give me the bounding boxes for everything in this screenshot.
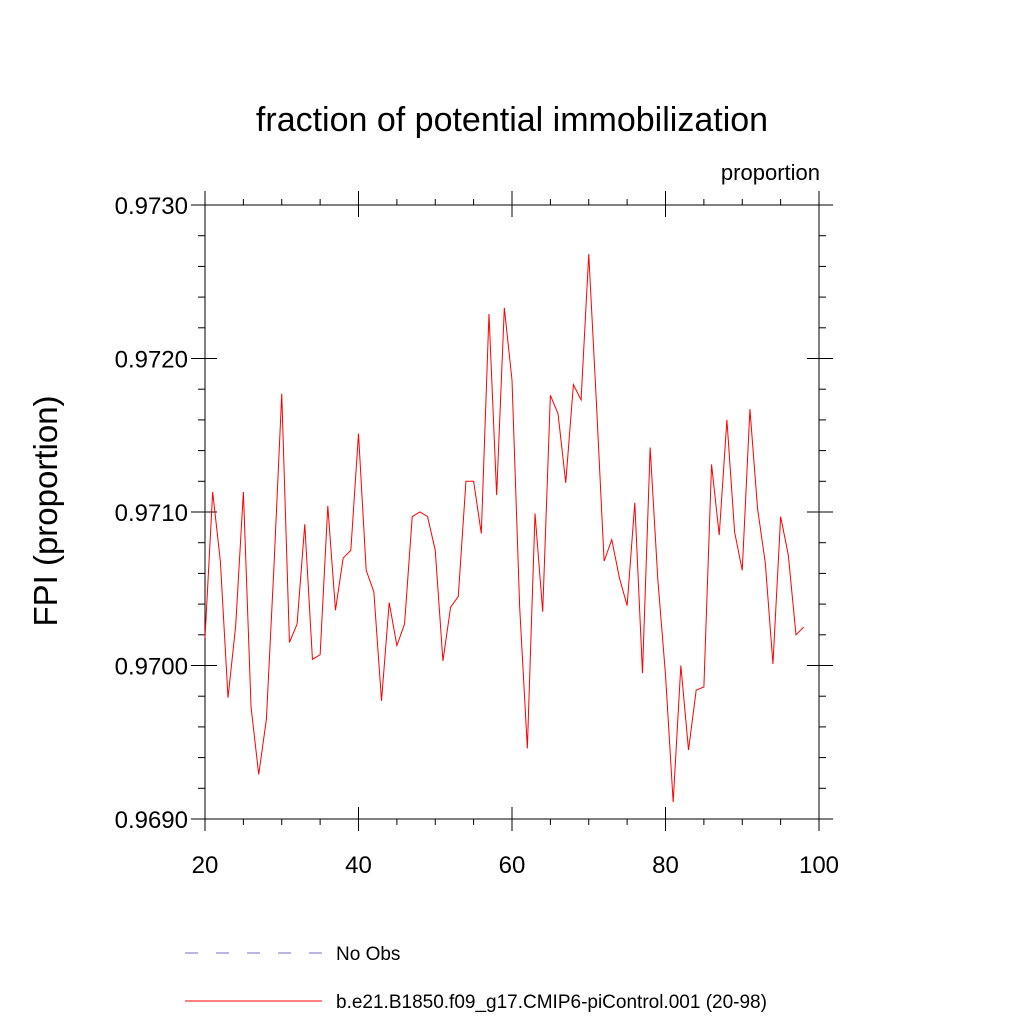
x-tick-label: 80 bbox=[652, 852, 679, 879]
axis-ticks bbox=[191, 191, 833, 831]
chart-title: fraction of potential immobilization bbox=[256, 101, 768, 139]
x-tick-label: 20 bbox=[192, 852, 219, 879]
plot-frame bbox=[204, 204, 820, 820]
y-tick-label: 0.9690 bbox=[115, 807, 188, 834]
x-tick-label: 40 bbox=[345, 852, 372, 879]
x-tick-label: 100 bbox=[799, 852, 839, 879]
units-label: proportion bbox=[721, 160, 820, 185]
axis-tick-labels: 20 40 60 80 100 0.9690 0.9700 0.9710 0.9720 0.973… bbox=[115, 193, 839, 879]
legend: No Obs b.e21.B1850.f09_g17.CMIP6-piContro… bbox=[185, 944, 767, 1013]
legend-label: b.e21.B1850.f09_g17.CMIP6-piControl.001 … bbox=[336, 992, 767, 1013]
series-line bbox=[204, 254, 805, 803]
y-tick-label: 0.9730 bbox=[115, 193, 188, 220]
x-tick-label: 60 bbox=[499, 852, 526, 879]
y-tick-label: 0.9700 bbox=[115, 654, 188, 681]
legend-label: No Obs bbox=[336, 944, 400, 965]
y-axis-label: FPI (proportion) bbox=[27, 395, 64, 626]
y-tick-label: 0.9710 bbox=[115, 500, 188, 527]
series-group bbox=[204, 254, 805, 803]
y-tick-label: 0.9720 bbox=[115, 347, 188, 374]
